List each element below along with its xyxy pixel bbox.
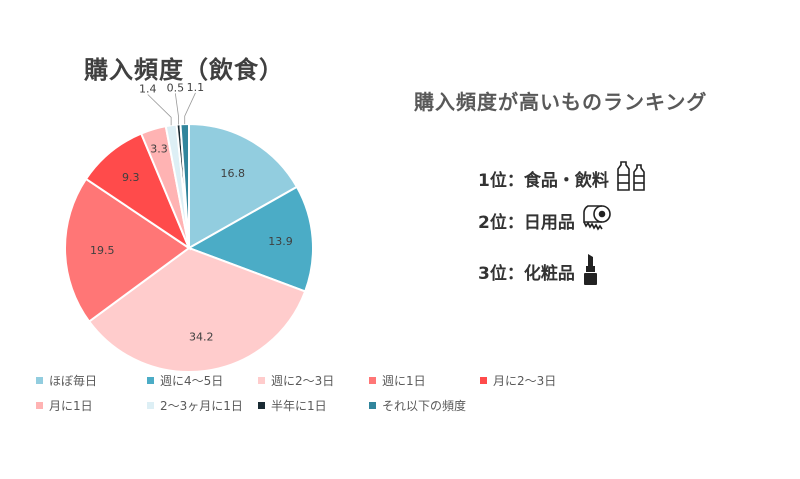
toilet-paper-icon [581,203,613,238]
legend-swatch [258,376,265,384]
bottles-icon [615,160,651,197]
legend-swatch [147,401,154,409]
data-label: 19.5 [90,244,115,257]
data-label: 34.2 [189,330,214,343]
legend-label: 半年に1日 [271,398,327,413]
data-label: 16.8 [220,167,245,180]
legend-label: 2〜3ヶ月に1日 [160,398,243,413]
pie-slice [186,185,314,293]
data-label: 3.3 [150,142,168,155]
pie-slice [87,246,307,373]
chart-title: 購入頻度（飲食） [84,56,284,84]
data-label: 1.4 [139,82,157,95]
ranking-item-label: 1位：食品・飲料 [478,171,609,191]
ranking-item-3: 3位：化粧品 [478,252,603,291]
legend-item: 週に4〜5日 [147,372,258,388]
legend-item: ほぼ毎日 [36,372,147,388]
leader-line [147,94,172,126]
legend-label: 週に4〜5日 [160,373,224,388]
legend-swatch [147,376,154,384]
legend-item: 半年に1日 [258,397,369,413]
legend-label: 月に1日 [49,398,93,413]
legend-label: 月に2〜3日 [493,373,557,388]
legend-label: 週に2〜3日 [271,373,335,388]
legend-item: 月に1日 [36,397,147,413]
chart-legend: ほぼ毎日 週に4〜5日 週に2〜3日 週に1日 月に2〜3日 月に1日 2〜3ヶ… [36,372,596,413]
legend-label: それ以下の頻度 [382,398,467,413]
ranking-item-label: 2位：日用品 [478,213,575,233]
pie-slice [64,177,191,323]
data-label: 9.3 [122,171,140,184]
ranking-item-2: 2位：日用品 [478,203,613,238]
legend-item: 週に2〜3日 [258,372,369,388]
ranking-item-1: 1位：食品・飲料 [478,160,651,197]
legend-swatch [369,401,376,409]
pie-slice [188,122,299,250]
leader-line [184,92,196,125]
ranking-item-label: 3位：化粧品 [478,264,575,284]
ranking-title: 購入頻度が高いものランキング [414,90,708,114]
data-label: 13.9 [268,235,293,248]
legend-item: 2〜3ヶ月に1日 [147,397,258,413]
legend-item: 週に1日 [369,372,480,388]
lipstick-icon [581,252,603,291]
legend-swatch [36,401,43,409]
leader-line [174,93,179,125]
legend-swatch [369,376,376,384]
data-label: 1.1 [187,81,205,94]
data-label: 0.5 [167,81,185,94]
legend-swatch [480,376,487,384]
legend-label: 週に1日 [382,373,426,388]
legend-item: 月に2〜3日 [480,372,591,388]
legend-label: ほぼ毎日 [49,373,98,388]
legend-item: それ以下の頻度 [369,397,480,413]
legend-swatch [258,401,265,409]
legend-swatch [36,376,43,384]
